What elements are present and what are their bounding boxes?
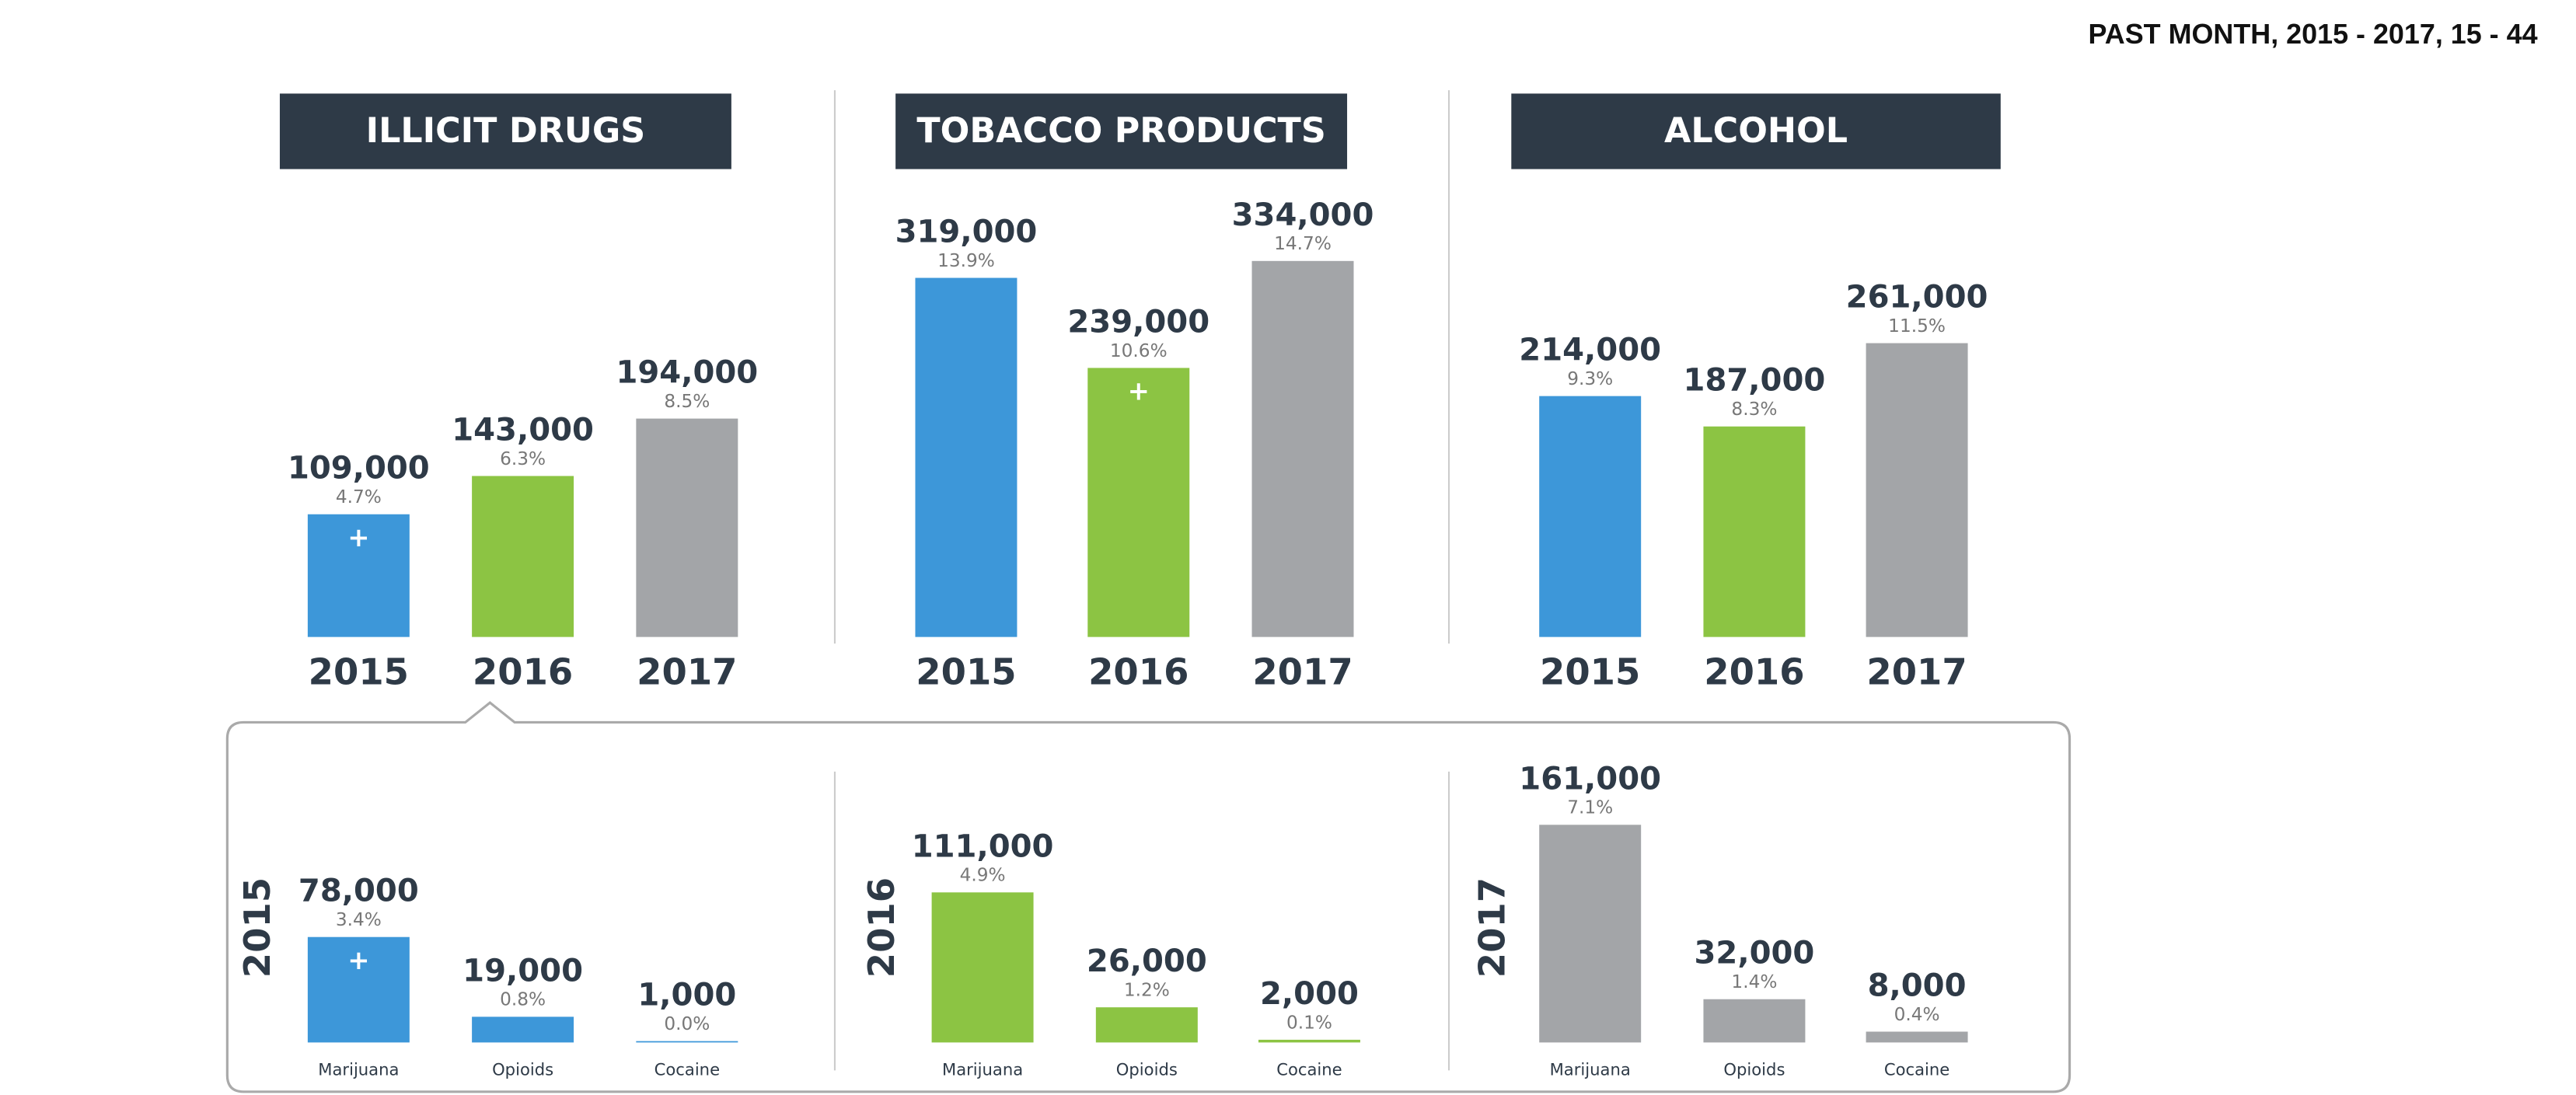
share-label: 13.9% — [937, 250, 995, 271]
significance-marker: + — [1128, 376, 1150, 406]
share-label: 0.8% — [500, 989, 546, 1010]
value-label: 2,000 — [1260, 976, 1359, 1012]
significance-marker: + — [347, 522, 369, 553]
value-label: 161,000 — [1519, 761, 1661, 797]
bar — [636, 418, 738, 637]
share-label: 0.0% — [664, 1013, 710, 1034]
value-label: 187,000 — [1684, 363, 1826, 399]
share-label: 7.1% — [1567, 797, 1613, 818]
bar — [1539, 825, 1642, 1043]
bar — [472, 1017, 574, 1043]
category-label: 2016 — [1088, 651, 1189, 693]
bar — [1258, 1039, 1360, 1043]
panel-title: TOBACCO PRODUCTS — [916, 111, 1325, 151]
share-label: 8.5% — [664, 391, 710, 412]
bar — [1703, 426, 1806, 637]
category-label: Cocaine — [654, 1059, 720, 1079]
bar — [931, 892, 1034, 1043]
category-label: Opioids — [492, 1059, 553, 1079]
value-label: 1,000 — [637, 978, 736, 1013]
share-label: 1.2% — [1124, 980, 1170, 1001]
bar — [1866, 1031, 1968, 1043]
category-label: 2015 — [309, 651, 409, 693]
significance-marker: + — [347, 945, 369, 975]
panel-title: ILLICIT DRUGS — [366, 111, 646, 151]
category-label: Opioids — [1116, 1059, 1178, 1079]
panel-header — [279, 93, 731, 169]
bar — [1095, 1007, 1198, 1043]
detail-frame — [225, 701, 2072, 1093]
value-label: 334,000 — [1232, 197, 1374, 233]
value-label: 319,000 — [895, 214, 1038, 250]
category-label: 2015 — [916, 651, 1016, 693]
value-label: 111,000 — [912, 828, 1054, 864]
category-label: 2016 — [473, 651, 573, 693]
value-label: 239,000 — [1067, 304, 1209, 340]
panel-title: 2016 — [860, 877, 902, 978]
category-label: Marijuana — [318, 1059, 399, 1079]
panel-title: 2017 — [1471, 877, 1513, 978]
category-label: 2015 — [1540, 651, 1640, 693]
share-label: 0.1% — [1286, 1012, 1332, 1033]
bar — [1251, 260, 1354, 637]
bar — [1539, 396, 1642, 637]
share-label: 0.4% — [1894, 1004, 1940, 1025]
panel-title: 2015 — [236, 877, 278, 978]
value-label: 8,000 — [1868, 968, 1967, 1003]
category-label: Cocaine — [1276, 1059, 1342, 1079]
panel-header — [895, 93, 1348, 169]
share-label: 4.9% — [960, 865, 1006, 886]
bar — [1087, 368, 1190, 637]
category-label: 2017 — [1866, 651, 1967, 693]
page-title: PAST MONTH, 2015 - 2017, 15 - 44 — [2089, 18, 2538, 50]
share-label: 1.4% — [1731, 971, 1777, 992]
value-label: 194,000 — [616, 355, 758, 391]
value-label: 214,000 — [1519, 333, 1661, 368]
panel-header — [1511, 93, 2001, 169]
value-label: 19,000 — [462, 953, 583, 989]
category-label: 2016 — [1704, 651, 1804, 693]
share-label: 8.3% — [1731, 399, 1777, 420]
category-label: Marijuana — [1550, 1059, 1631, 1079]
share-label: 6.3% — [500, 448, 546, 469]
bar — [307, 936, 410, 1043]
bar — [1703, 999, 1806, 1043]
share-label: 9.3% — [1567, 368, 1613, 389]
value-label: 143,000 — [452, 412, 594, 448]
category-label: 2017 — [637, 651, 737, 693]
share-label: 4.7% — [336, 486, 382, 507]
share-label: 14.7% — [1274, 233, 1332, 254]
value-label: 261,000 — [1846, 280, 1988, 316]
category-label: Opioids — [1723, 1059, 1785, 1079]
category-label: Cocaine — [1884, 1059, 1949, 1079]
bar — [636, 1041, 738, 1043]
share-label: 11.5% — [1888, 316, 1946, 337]
bar — [915, 277, 1017, 637]
value-label: 32,000 — [1695, 936, 1815, 971]
panel-title: ALCOHOL — [1664, 111, 1848, 151]
category-label: 2017 — [1252, 651, 1353, 693]
bar — [472, 476, 574, 637]
bar — [1866, 343, 1968, 637]
share-label: 10.6% — [1110, 340, 1168, 361]
share-label: 3.4% — [336, 909, 382, 930]
value-label: 109,000 — [288, 451, 430, 486]
value-label: 78,000 — [298, 874, 419, 909]
value-label: 26,000 — [1087, 943, 1207, 979]
category-label: Marijuana — [942, 1059, 1023, 1079]
bar — [307, 514, 410, 637]
